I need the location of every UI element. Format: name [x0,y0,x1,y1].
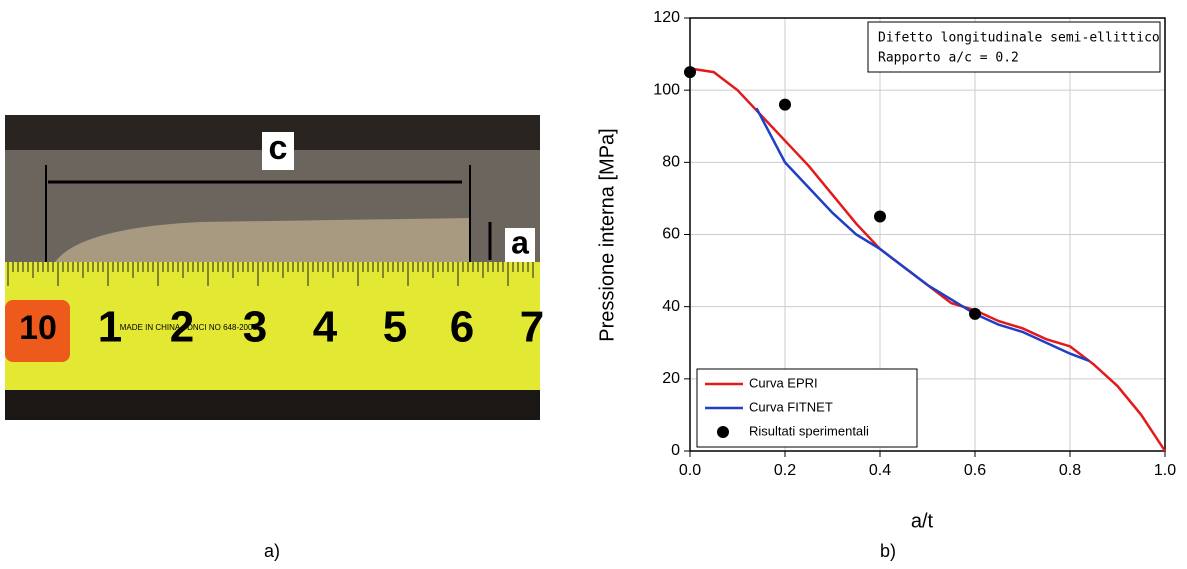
x-tick-label: 0.6 [964,462,986,479]
ruler-number: 2 [170,303,194,352]
point [969,307,981,320]
legend-label: Risultati sperimentali [749,423,869,438]
annotation: Rapporto a/c = 0.2 [878,51,1019,66]
y-axis-label: Pressione interna [MPa] [596,128,618,341]
x-tick-label: 0.8 [1059,462,1081,479]
annotation-box [867,21,1161,73]
point [684,66,696,79]
y-tick-label: 100 [653,81,680,98]
ruler-shadow [5,390,540,420]
x-tick-label: 0.4 [869,462,891,479]
label-box [505,228,535,262]
point [779,98,791,111]
ruler-number: 5 [383,303,407,352]
ruler-number: 6 [450,303,474,352]
x-tick-label: 0.2 [774,462,796,479]
tape-red-mark [5,300,70,362]
caption: b) [880,541,896,561]
photo: c a MADE IN CHINA DNCI NO 648-2001 [5,115,540,420]
x-axis-label: a/t [911,510,934,532]
crack [55,218,470,262]
ruler-number: 1 [98,303,122,352]
y-tick-label: 120 [653,9,680,26]
ruler-mark: MADE IN CHINA [120,323,181,332]
y-tick-label: 80 [662,154,680,171]
ruler-mark: DNCI NO 648-2001 [187,323,257,332]
photo-label: a [511,224,529,260]
line [755,107,1090,362]
plot-frame [689,17,1166,452]
ruler-number: 10 [19,309,57,347]
x-tick-label: 0.0 [679,462,701,479]
ruler-number: 7 [520,303,544,352]
point [874,210,886,223]
tape-measure [5,262,540,390]
photo-label: c [269,129,288,167]
legend-label: Curva EPRI [749,375,818,390]
annotation: Difetto longitudinale semi-ellittico [878,31,1160,46]
y-tick-label: 0 [671,442,680,459]
caption: a) [264,541,280,561]
y-tick-label: 20 [662,370,680,387]
legend-label: Curva FITNET [749,399,833,414]
x-tick-label: 1.0 [1154,462,1176,479]
ruler-number: 4 [313,303,338,352]
label-box [262,132,294,170]
y-tick-label: 40 [662,298,680,315]
y-tick-label: 60 [662,226,680,243]
legend-marker [717,426,729,438]
ruler-number: 3 [243,303,267,352]
